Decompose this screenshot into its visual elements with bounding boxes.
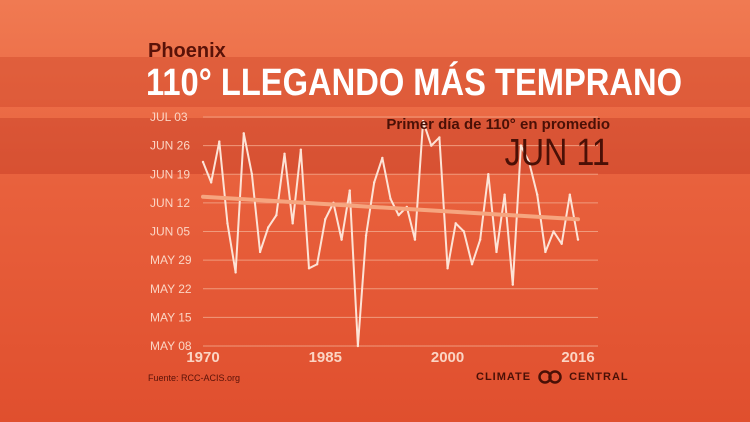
data-point — [519, 144, 523, 147]
data-point — [487, 173, 490, 176]
data-point — [299, 148, 303, 151]
y-tick-label: MAY 22 — [150, 282, 192, 296]
data-point — [511, 283, 514, 286]
climate-central-logo: CLIMATE CENTRAL — [476, 370, 629, 384]
data-point — [389, 197, 392, 200]
data-point — [536, 193, 539, 196]
data-point — [372, 181, 376, 184]
climate-central-logo-icon — [538, 370, 562, 384]
data-point — [397, 213, 400, 217]
data-point — [340, 238, 343, 241]
data-point — [470, 263, 474, 266]
data-point — [283, 152, 286, 156]
data-point — [527, 160, 531, 164]
data-point — [218, 140, 221, 143]
data-point — [413, 238, 417, 241]
data-point — [348, 189, 351, 192]
y-tick-label: MAY 29 — [150, 253, 192, 267]
y-tick-label: JUN 12 — [150, 196, 190, 210]
y-tick-label: MAY 08 — [150, 339, 192, 353]
data-point — [234, 271, 237, 274]
data-point — [267, 226, 270, 229]
y-tick-label: JUN 19 — [150, 167, 190, 181]
x-tick-label: 1970 — [186, 349, 219, 366]
data-point — [421, 119, 425, 123]
data-point — [454, 222, 457, 225]
data-point — [291, 222, 294, 225]
data-point — [446, 267, 449, 270]
data-point — [364, 234, 368, 237]
x-tick-label: 2000 — [431, 349, 464, 366]
data-point — [503, 193, 506, 196]
data-point — [315, 263, 319, 266]
data-point — [495, 250, 498, 254]
data-point — [568, 193, 572, 196]
data-point — [560, 242, 563, 245]
data-point — [201, 160, 205, 164]
data-point — [576, 238, 580, 241]
data-point — [324, 218, 327, 221]
x-tick-label: 1985 — [309, 349, 342, 366]
data-point — [242, 132, 245, 135]
y-tick-label: JUN 26 — [150, 139, 190, 153]
data-point — [552, 230, 555, 233]
data-point — [226, 222, 229, 225]
y-tick-label: JUL 03 — [150, 110, 188, 124]
data-point — [430, 144, 433, 147]
source-note: Fuente: RCC-ACIS.org — [148, 373, 241, 383]
y-tick-label: JUN 05 — [150, 225, 190, 239]
chart-subtitle: Phoenix — [148, 40, 226, 62]
data-point — [544, 250, 547, 254]
data-point — [462, 230, 466, 233]
brand-left-text: CLIMATE — [476, 371, 532, 383]
data-point — [258, 250, 262, 254]
average-value: JUN 11 — [504, 132, 610, 174]
data-point — [478, 238, 482, 241]
data-point — [381, 156, 384, 160]
y-tick-label: MAY 15 — [150, 310, 192, 324]
brand-right-text: CENTRAL — [569, 371, 629, 383]
data-point — [356, 344, 360, 348]
data-point — [250, 173, 254, 176]
chart-title: 110° LLEGANDO MÁS TEMPRANO — [146, 62, 683, 104]
data-point — [438, 136, 441, 139]
trend-line — [201, 194, 580, 222]
title-band — [0, 57, 750, 107]
x-tick-label: 2016 — [561, 349, 594, 366]
data-point — [275, 213, 278, 217]
data-point — [209, 181, 213, 184]
average-label: Primer día de 110° en promedio — [386, 116, 610, 133]
data-point — [307, 267, 311, 270]
